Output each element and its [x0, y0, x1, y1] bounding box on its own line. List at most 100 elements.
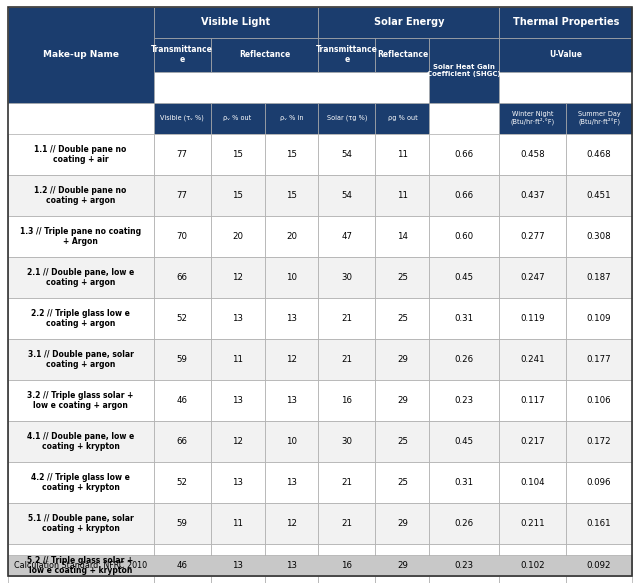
Text: 70: 70: [177, 232, 188, 241]
Bar: [319, 216, 376, 257]
Bar: [376, 298, 429, 339]
Text: 10: 10: [286, 437, 297, 446]
Text: 0.23: 0.23: [454, 560, 474, 570]
Bar: [429, 503, 499, 545]
Bar: [319, 134, 376, 175]
Bar: [429, 462, 499, 503]
Text: 13: 13: [286, 314, 297, 323]
Text: 25: 25: [397, 479, 408, 487]
Text: 0.102: 0.102: [520, 560, 545, 570]
Text: 15: 15: [286, 150, 297, 159]
Bar: [566, 216, 632, 257]
Bar: [154, 257, 211, 298]
Text: 13: 13: [286, 479, 297, 487]
Bar: [211, 38, 319, 72]
Bar: [499, 339, 566, 380]
Bar: [499, 380, 566, 422]
Bar: [319, 462, 376, 503]
Text: Winter Night
(Btu/hr·ft²·°F): Winter Night (Btu/hr·ft²·°F): [510, 111, 554, 125]
Bar: [154, 298, 211, 339]
Bar: [8, 134, 154, 175]
Bar: [429, 545, 499, 583]
Bar: [8, 339, 154, 380]
Bar: [154, 462, 211, 503]
Bar: [499, 503, 566, 545]
Bar: [264, 380, 319, 422]
Text: 0.66: 0.66: [454, 150, 474, 159]
Bar: [211, 175, 264, 216]
Text: 11: 11: [397, 191, 408, 200]
Text: ρg % out: ρg % out: [388, 115, 417, 121]
Text: Solar Heat Gain
Coefficient (SHGC): Solar Heat Gain Coefficient (SHGC): [428, 64, 501, 77]
Text: 0.468: 0.468: [587, 150, 611, 159]
Bar: [264, 422, 319, 462]
Bar: [8, 7, 154, 103]
Bar: [499, 175, 566, 216]
Text: 3.1 // Double pane, solar
coating + argon: 3.1 // Double pane, solar coating + argo…: [28, 350, 134, 369]
Text: 0.308: 0.308: [587, 232, 611, 241]
Text: 11: 11: [232, 519, 243, 528]
Text: 30: 30: [342, 273, 353, 282]
Text: 21: 21: [342, 355, 353, 364]
Text: 1.1 // Double pane no
coating + air: 1.1 // Double pane no coating + air: [35, 145, 127, 164]
Text: 1.2 // Double pane no
coating + argon: 1.2 // Double pane no coating + argon: [35, 186, 127, 205]
Text: 0.106: 0.106: [587, 396, 611, 405]
Bar: [376, 134, 429, 175]
Text: Transmittance
e: Transmittance e: [316, 45, 378, 64]
Text: 52: 52: [177, 314, 188, 323]
Text: 12: 12: [286, 519, 297, 528]
Bar: [429, 339, 499, 380]
Text: 15: 15: [232, 191, 243, 200]
Bar: [154, 7, 319, 38]
Text: 12: 12: [232, 437, 243, 446]
Text: Visible Light: Visible Light: [202, 17, 271, 27]
Text: Make-up Name: Make-up Name: [43, 50, 118, 59]
Text: 0.109: 0.109: [587, 314, 611, 323]
Text: 2.1 // Double pane, low e
coating + argon: 2.1 // Double pane, low e coating + argo…: [27, 268, 134, 287]
Bar: [566, 298, 632, 339]
Text: ρᵥ % in: ρᵥ % in: [280, 115, 303, 121]
Text: U-Value: U-Value: [549, 50, 582, 59]
Bar: [376, 545, 429, 583]
Bar: [376, 380, 429, 422]
Bar: [376, 462, 429, 503]
Bar: [376, 503, 429, 545]
Bar: [8, 298, 154, 339]
Text: 21: 21: [342, 314, 353, 323]
Bar: [499, 7, 632, 38]
Text: 59: 59: [177, 355, 188, 364]
Bar: [211, 545, 264, 583]
Bar: [319, 339, 376, 380]
Bar: [429, 298, 499, 339]
Bar: [264, 462, 319, 503]
Bar: [8, 554, 632, 576]
Text: 25: 25: [397, 273, 408, 282]
Text: 0.117: 0.117: [520, 396, 545, 405]
Bar: [154, 339, 211, 380]
Bar: [154, 545, 211, 583]
Text: 0.119: 0.119: [520, 314, 545, 323]
Text: 13: 13: [232, 560, 243, 570]
Text: 29: 29: [397, 396, 408, 405]
Text: 16: 16: [342, 560, 353, 570]
Bar: [566, 422, 632, 462]
Text: 0.66: 0.66: [454, 191, 474, 200]
Text: 0.451: 0.451: [587, 191, 611, 200]
Bar: [499, 462, 566, 503]
Bar: [211, 503, 264, 545]
Text: 21: 21: [342, 519, 353, 528]
Text: 0.31: 0.31: [454, 479, 474, 487]
Text: 52: 52: [177, 479, 188, 487]
Text: 12: 12: [232, 273, 243, 282]
Bar: [319, 175, 376, 216]
Text: 4.1 // Double pane, low e
coating + krypton: 4.1 // Double pane, low e coating + kryp…: [27, 432, 134, 451]
Bar: [8, 216, 154, 257]
Bar: [566, 175, 632, 216]
Text: 0.31: 0.31: [454, 314, 474, 323]
Text: 0.247: 0.247: [520, 273, 545, 282]
Bar: [566, 339, 632, 380]
Text: 11: 11: [397, 150, 408, 159]
Bar: [154, 134, 211, 175]
Bar: [154, 380, 211, 422]
Text: 29: 29: [397, 355, 408, 364]
